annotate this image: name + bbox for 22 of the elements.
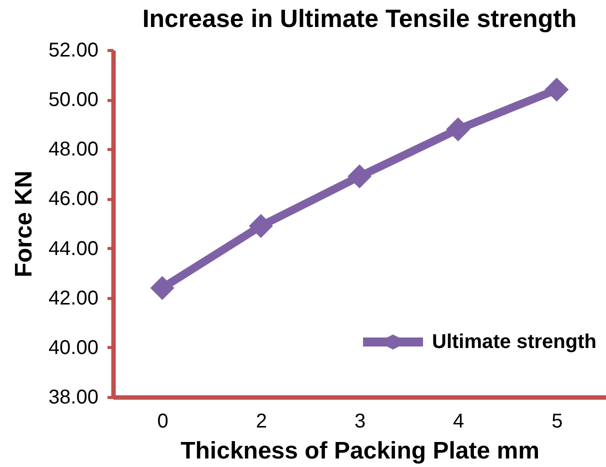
y-tick-label: 38.00 [48,386,98,408]
y-tick-label: 52.00 [48,40,98,62]
y-tick-label: 42.00 [48,287,98,310]
point [248,214,273,238]
x-tick-label: 4 [453,410,464,432]
x-tick-label: 0 [157,410,168,432]
point [544,78,569,102]
x-axis-title: Thickness of Packing Plate mm [180,438,540,464]
point [150,276,174,300]
x-tick-label: 3 [354,410,366,432]
y-tick-label: 40.00 [48,336,98,359]
y-tick-label: 50.00 [48,89,98,112]
chart-title: Increase in Ultimate Tensile strength [142,5,577,33]
y-tick-label: 46.00 [48,188,98,210]
y-tick-label: 44.00 [48,238,98,260]
x-tick-label: 2 [256,410,267,432]
point [348,164,372,188]
legend-label: Ultimate strength [432,331,596,353]
y-tick-label: 48.00 [48,138,98,161]
x-tick-label: 5 [552,410,563,432]
point [446,117,470,142]
y-axis-title: Force KN [10,170,38,278]
